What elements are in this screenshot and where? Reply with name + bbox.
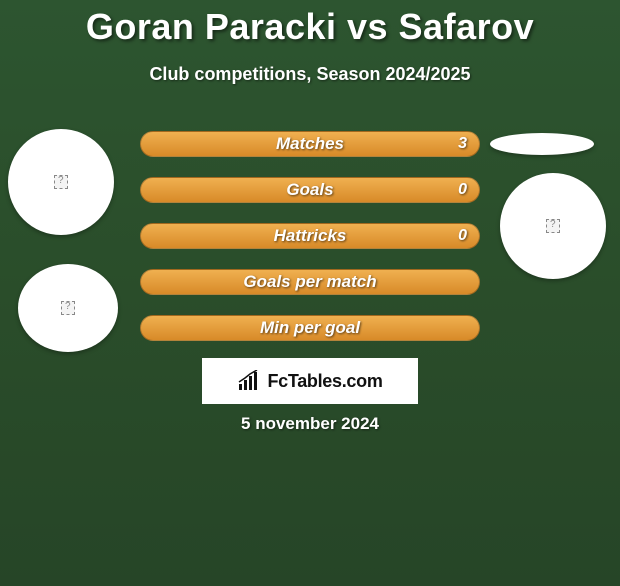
stat-label: Min per goal [260,318,360,338]
stat-value: 0 [458,181,467,199]
logo-text: FcTables.com [267,371,382,392]
decorative-ellipse-right [490,133,594,155]
stat-label: Goals [286,180,333,200]
stat-rows: Matches 3 Goals 0 Hattricks 0 Goals per … [140,131,480,361]
page-title: Goran Paracki vs Safarov [0,6,620,48]
stat-value: 0 [458,227,467,245]
decorative-circle-left [18,264,118,352]
player-avatar-right [500,173,606,279]
stat-label: Matches [276,134,344,154]
image-placeholder-icon [54,175,68,189]
chart-icon [237,370,261,392]
stat-row-matches: Matches 3 [140,131,480,157]
footer-date: 5 november 2024 [0,414,620,434]
stat-label: Goals per match [243,272,376,292]
site-logo: FcTables.com [202,358,418,404]
image-placeholder-icon [61,301,75,315]
stat-row-hattricks: Hattricks 0 [140,223,480,249]
stat-row-goals-per-match: Goals per match [140,269,480,295]
page-subtitle: Club competitions, Season 2024/2025 [0,64,620,85]
image-placeholder-icon [546,219,560,233]
stat-value: 3 [458,135,467,153]
stat-row-goals: Goals 0 [140,177,480,203]
player-avatar-left [8,129,114,235]
stat-label: Hattricks [274,226,347,246]
stat-row-min-per-goal: Min per goal [140,315,480,341]
